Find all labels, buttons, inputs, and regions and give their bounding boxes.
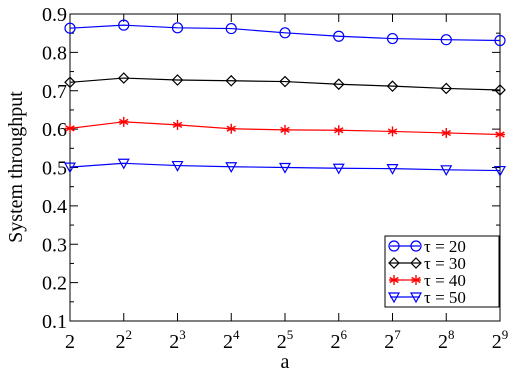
- data-point: [440, 165, 453, 177]
- data-point: [332, 163, 345, 175]
- series-layer: [63, 19, 507, 177]
- x-tick-label: 2: [65, 331, 75, 353]
- legend-marker: [411, 275, 421, 285]
- data-point: [386, 80, 399, 92]
- legend-marker: [409, 292, 423, 304]
- data-point: [386, 32, 399, 45]
- data-point: [387, 126, 398, 137]
- data-point: [226, 123, 237, 134]
- data-point: [280, 124, 290, 135]
- data-point: [333, 125, 344, 136]
- series-line: [69, 162, 501, 172]
- legend-entry: τ = 40: [389, 271, 466, 290]
- x-tick-label: 25: [277, 327, 294, 353]
- series-3: [65, 116, 505, 140]
- series-4: [63, 158, 507, 177]
- data-point: [171, 160, 184, 172]
- y-tick-label: 0.6: [42, 119, 67, 141]
- data-point: [64, 76, 76, 89]
- y-tick-label: 0.7: [42, 81, 67, 103]
- data-point: [493, 165, 507, 177]
- x-tick-label: 22: [116, 327, 133, 353]
- legend-entry: τ = 20: [388, 237, 466, 256]
- data-point: [494, 84, 506, 96]
- x-tick-label: 23: [169, 327, 186, 353]
- data-point: [494, 34, 506, 47]
- data-point: [171, 22, 184, 34]
- data-point: [441, 127, 452, 138]
- x-tick-label: 26: [331, 327, 348, 353]
- y-tick-label: 0.2: [42, 273, 67, 295]
- legend-marker: [410, 240, 422, 252]
- data-point: [333, 30, 345, 42]
- y-tick-label: 0.9: [42, 4, 67, 26]
- y-axis-label: System throughput: [5, 91, 27, 243]
- x-tick-label: 29: [492, 327, 509, 353]
- y-tick-label: 0.1: [42, 311, 67, 333]
- data-point: [117, 72, 130, 84]
- data-point: [64, 22, 76, 34]
- data-point: [118, 116, 129, 127]
- data-point: [495, 129, 505, 140]
- data-point: [279, 75, 291, 88]
- legend-marker: [410, 257, 422, 269]
- data-point: [225, 162, 238, 173]
- y-axis: 0.1 0.2 0.3 0.4 0.5 0.6 0.7 0.8 0.9: [42, 4, 500, 333]
- legend-marker: [388, 240, 400, 252]
- legend-entry: τ = 30: [388, 254, 466, 273]
- x-tick-label: 27: [384, 327, 401, 353]
- legend-label: τ = 20: [424, 237, 466, 256]
- data-point: [65, 123, 75, 134]
- data-point: [225, 74, 238, 87]
- y-tick-label: 0.3: [42, 234, 67, 256]
- data-point: [332, 78, 345, 91]
- data-point: [278, 162, 292, 174]
- legend-marker: [388, 257, 400, 269]
- legend-entry: τ = 50: [387, 288, 466, 307]
- data-point: [172, 119, 183, 130]
- y-tick-label: 0.8: [42, 42, 67, 64]
- data-point: [118, 19, 130, 31]
- legend-marker: [389, 275, 399, 285]
- x-axis: 2 22 23 24 25 26 27 28 29: [65, 14, 508, 353]
- legend-marker: [387, 292, 401, 304]
- series-2: [64, 72, 506, 96]
- legend-label: τ = 40: [424, 271, 466, 290]
- y-tick-label: 0.4: [42, 196, 67, 218]
- series-line: [69, 77, 501, 91]
- data-point: [440, 82, 453, 95]
- data-point: [386, 164, 399, 175]
- legend-label: τ = 50: [424, 288, 466, 307]
- x-tick-label: 24: [223, 327, 240, 353]
- data-point: [117, 158, 130, 170]
- x-axis-label: a: [281, 351, 290, 371]
- data-point: [440, 34, 452, 46]
- data-point: [171, 74, 184, 86]
- data-point: [63, 162, 77, 174]
- legend-box: [384, 235, 500, 308]
- y-tick-label: 0.5: [42, 158, 67, 180]
- legend: τ = 20τ = 30τ = 40τ = 50: [384, 235, 500, 308]
- series-line: [69, 24, 501, 42]
- data-point: [225, 22, 237, 35]
- legend-label: τ = 30: [424, 254, 466, 273]
- series-1: [64, 19, 506, 47]
- data-point: [279, 27, 291, 39]
- x-tick-label: 28: [438, 327, 455, 353]
